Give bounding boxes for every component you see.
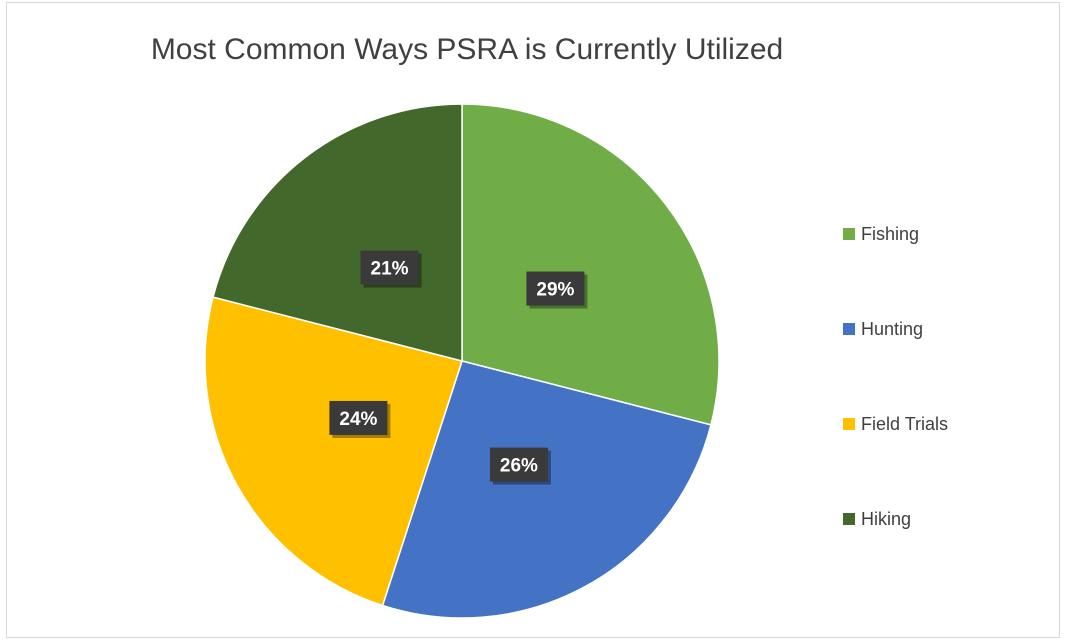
pie-chart: 29% 26% 24% 21%: [204, 103, 720, 619]
legend-item-hiking: Hiking: [843, 503, 948, 535]
legend-swatch-field-trials: [843, 418, 855, 430]
data-label-fishing: 29%: [526, 271, 588, 309]
data-label-box: [360, 250, 419, 285]
chart-title: Most Common Ways PSRA is Currently Utili…: [150, 33, 784, 66]
pie-slice-hiking: [212, 103, 463, 362]
data-label-hiking: 21%: [360, 250, 422, 288]
legend-label-hunting: Hunting: [861, 318, 924, 339]
legend-label-field-trials: Field Trials: [861, 413, 949, 434]
legend-swatch-hunting: [843, 323, 855, 335]
chart-frame: Most Common Ways PSRA is Currently Utili…: [6, 2, 1060, 638]
data-label-text: 29%: [536, 280, 574, 301]
data-label-text: 26%: [500, 456, 538, 477]
data-label-text: 24%: [339, 409, 377, 430]
data-label-text: 21%: [371, 259, 409, 280]
data-label-field-trials: 24%: [329, 400, 391, 438]
legend-item-hunting: Hunting: [843, 313, 948, 345]
data-label-box: [489, 447, 548, 482]
pie-slice-field-trials: [204, 296, 463, 607]
pie-slice-hunting: [381, 360, 712, 619]
legend: Fishing Hunting Field Trials Hiking: [843, 218, 948, 598]
data-label-box: [526, 271, 585, 306]
legend-label-hiking: Hiking: [861, 508, 912, 529]
legend-label-fishing: Fishing: [861, 223, 920, 244]
legend-item-field-trials: Field Trials: [843, 408, 948, 440]
data-label-hunting: 26%: [489, 447, 551, 485]
pie-slice-fishing: [461, 103, 720, 426]
legend-swatch-hiking: [843, 513, 855, 525]
legend-item-fishing: Fishing: [843, 218, 948, 250]
data-label-box: [329, 400, 388, 435]
legend-swatch-fishing: [843, 228, 855, 240]
